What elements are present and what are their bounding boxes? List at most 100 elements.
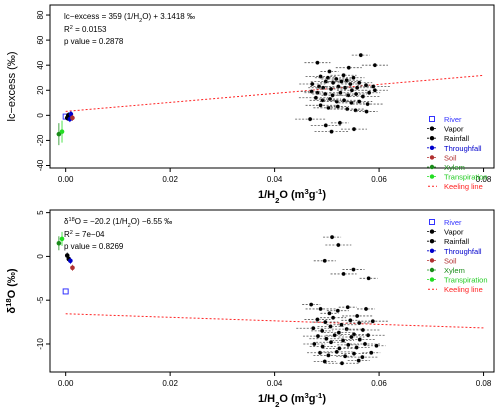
panel2-vapor-point (340, 338, 346, 343)
panel2-legend-rainfall-label: Rainfall (444, 237, 469, 246)
panel1-legend-river-key (429, 116, 435, 122)
panel1-y-tick-label: -40 (36, 159, 45, 171)
panel1-legend-vapor-key (429, 126, 435, 131)
panel2-vapor-point (332, 332, 337, 338)
panel1-vapor-point (327, 69, 332, 74)
panel1-y-tick-label: 80 (36, 10, 45, 19)
panel1-legend-rainfall-key (429, 136, 435, 141)
panel1-vapor-point (307, 116, 313, 122)
panel2-y-tick-label: -10 (36, 338, 45, 350)
panel2-soil-point (70, 265, 75, 271)
panel2-legend-river-key (429, 219, 435, 225)
panel1-y-tick-label: 20 (36, 85, 45, 94)
panel1-vapor-point (329, 129, 334, 134)
panel1-vapor-point (349, 87, 355, 93)
panel1-vapor-point (356, 99, 362, 104)
panel2-vapor-point (336, 242, 341, 248)
panel1-vapor-point (323, 123, 329, 128)
panel1-vapor-point (309, 81, 315, 87)
panel2-vapor-point (360, 354, 365, 360)
panel2-vapor-point (330, 315, 336, 321)
panel2-vapor-point (326, 353, 331, 358)
panel2-vapor-point (339, 360, 345, 366)
panel1-x-tick-label: 0.02 (162, 175, 178, 184)
panel1-vapor-point (313, 95, 319, 101)
panel1-vapor-point (353, 91, 359, 97)
panel1-x-tick-label: 0.08 (476, 175, 492, 184)
panel1-vapor-point (341, 97, 347, 103)
panel2-vapor-point (365, 332, 371, 338)
panel2-p-value: p value = 0.8269 (64, 242, 124, 251)
panel1-legend-transpiration-key (429, 174, 435, 179)
panel2-vapor-point (317, 350, 323, 356)
panel2-r-squared: R2 = 7e−04 (64, 230, 105, 239)
panel2-equation: δ18O = −20.2 (1/H2O) −6.55 ‰ (64, 217, 172, 229)
panel2-x-tick-label: 0.00 (58, 379, 74, 388)
panel1-vapor-point (358, 52, 364, 58)
panel1-legend-vapor-label: Vapor (444, 125, 464, 134)
panel2-vapor-point (339, 322, 344, 328)
panel2-river-point (62, 288, 69, 295)
panel2-legend-transpiration-key (429, 277, 435, 282)
panel2-vapor-point (357, 337, 363, 342)
panel2-legend-xylem-key (429, 267, 435, 273)
panel1-y-tick-label: 40 (36, 60, 45, 69)
panel2-vapor-point (363, 306, 369, 312)
panel2-legend-rainfall-key (429, 239, 435, 244)
panel1-vapor-point (356, 80, 362, 86)
panel2-y-tick-label: -5 (36, 296, 45, 304)
panel2-vapor-point (341, 271, 346, 277)
panel1-legend-xylem-label: Xylem (444, 163, 465, 172)
panel2-vapor-point (308, 302, 314, 307)
panel1-r-squared: R2 = 0.0153 (64, 25, 107, 34)
panel1-vapor-point (372, 87, 378, 93)
panel1-vapor-point (364, 109, 369, 114)
panel1-vapor-point (341, 72, 346, 78)
panel2-vapor-point (324, 336, 329, 342)
panel1-vapor-point (365, 101, 370, 107)
panel2-rainfall-point (64, 253, 70, 258)
panel1-y-axis-label: lc−excess (‰) (6, 52, 18, 122)
panel1-plot-frame (49, 4, 495, 169)
panel2-legend-throughfall-label: Throughfall (444, 247, 482, 256)
panel2-vapor-point (354, 345, 359, 350)
panel2-vapor-point (370, 318, 376, 324)
panel1-vapor-point (354, 85, 360, 91)
panel1-vapor-point (339, 79, 344, 84)
panel2-vapor-point (312, 341, 317, 347)
panel1-transpiration-point (59, 129, 65, 134)
panel2-y-axis-label: δ18O (‰) (4, 268, 19, 314)
panel2-vapor-point (345, 304, 351, 310)
panel2-vapor-point (315, 317, 320, 322)
panel2-x-axis-label: 1/H2O (m3g-1) (258, 391, 326, 408)
panel2-legend-vapor-key (429, 229, 435, 234)
panel2-vapor-point (374, 343, 379, 349)
panel2-legend-river-label: River (444, 218, 462, 227)
panel2-keeling-line (65, 313, 484, 329)
panel2-vapor-point (319, 328, 325, 334)
panel2-vapor-point (328, 324, 333, 329)
panel1-legend-transpiration-label: Transpiration (444, 173, 488, 182)
panel2-vapor-point (348, 318, 353, 323)
panel1-y-tick-label: 60 (36, 35, 45, 44)
panel1-keeling-line (65, 74, 484, 112)
panel1-vapor-point (360, 94, 366, 99)
panel2-vapor-point (344, 326, 349, 332)
panel1-x-tick-label: 0.04 (267, 175, 283, 184)
panel1-throughfall-point (68, 111, 74, 117)
panel1-xylem-point (56, 131, 62, 137)
panel2-y-tick-label: 5 (36, 210, 45, 215)
panel2-vapor-point (315, 333, 321, 339)
panel2-vapor-point (322, 319, 328, 325)
panel2-legend-keeling-line-label: Keeling line (444, 285, 483, 294)
panel2-vapor-point (334, 349, 340, 355)
panel2-vapor-point (360, 327, 366, 333)
panel1-vapor-point (337, 120, 343, 126)
panel2-vapor-point (318, 306, 323, 312)
panel2-vapor-point (351, 351, 357, 356)
panel2-vapor-point (356, 358, 362, 363)
panel2-vapor-point (362, 341, 368, 347)
panel1-vapor-point (335, 104, 341, 109)
panel1-equation: lc−excess = 359 (1/H2O) + 3.1418 ‰ (64, 12, 195, 24)
panel1-legend-river-label: River (444, 115, 462, 124)
